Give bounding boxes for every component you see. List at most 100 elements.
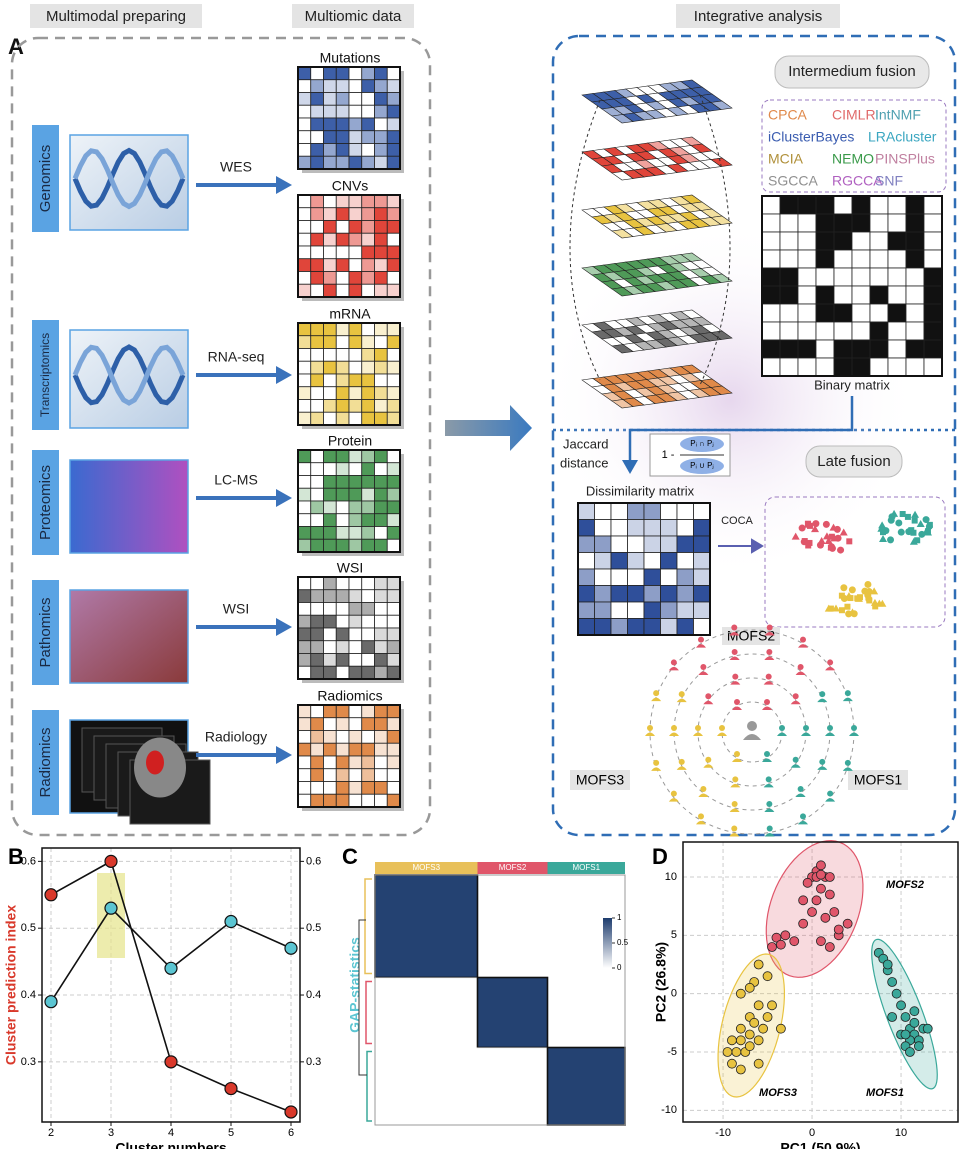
matrix-cell [323, 104, 337, 119]
dendrogram [366, 1050, 372, 1122]
matrix-cell [386, 245, 401, 260]
matrix-cell [676, 618, 694, 636]
matrix-cell [361, 220, 375, 234]
group-label: MOFS1 [866, 1087, 904, 1099]
matrix-cell [348, 117, 363, 132]
matrix-cell [833, 267, 853, 287]
matrix-cell [887, 213, 907, 233]
matrix-cell [310, 730, 324, 744]
point [758, 1023, 768, 1034]
matrix-cell [386, 79, 401, 93]
matrix-cell [610, 585, 628, 603]
matrix-cell [386, 283, 401, 298]
matrix-cell [905, 303, 925, 323]
matrix-cell [643, 568, 661, 586]
matrix-cell [323, 704, 337, 719]
matrix-label: Binary matrix [814, 377, 890, 392]
group-tag [848, 770, 908, 790]
matrix-cell [297, 258, 312, 272]
cluster-point [909, 537, 918, 545]
layer-cell [710, 100, 733, 110]
person-head [670, 790, 677, 797]
matrix-cell [869, 249, 889, 269]
algorithm-name: LRAcluster [868, 129, 937, 145]
connector [628, 396, 854, 462]
cluster-point [878, 521, 887, 529]
cluster-point [839, 528, 848, 536]
x-tick-label: 6 [288, 1127, 294, 1139]
matrix-cell [676, 568, 694, 586]
matrix-cell [374, 793, 388, 808]
person-body [764, 632, 775, 636]
matrix-cell [297, 92, 312, 106]
matrix-cell [374, 781, 388, 795]
person-head [827, 659, 834, 666]
cell [477, 1047, 548, 1125]
matrix-cell [348, 475, 363, 489]
matrix-cell [374, 232, 388, 247]
matrix-cell [348, 781, 363, 795]
person-head [766, 801, 773, 808]
cluster-point [904, 513, 911, 520]
point [909, 1017, 920, 1028]
cluster-point [887, 516, 895, 524]
matrix-cell [297, 602, 312, 616]
matrix-cell [297, 399, 312, 413]
algorithm-box [761, 99, 947, 193]
matrix-cell [887, 285, 907, 305]
matrix-cell [323, 220, 337, 234]
matrix-cell [594, 601, 612, 619]
matrix-cell [386, 399, 401, 413]
matrix-cell [923, 321, 943, 341]
matrix-cell [577, 568, 595, 586]
matrix-cell [887, 231, 907, 251]
matrix-cell [348, 768, 363, 782]
distance-label: Jaccard [563, 436, 609, 451]
network-ring [697, 677, 807, 787]
matrix-cell [627, 601, 645, 619]
matrix-cell [374, 730, 388, 744]
matrix-cell [361, 92, 375, 106]
matrix-cell [923, 339, 943, 359]
matrix-cell [361, 730, 375, 744]
matrix-cell [323, 232, 337, 247]
cluster-point [856, 594, 863, 601]
matrix-cell [310, 194, 324, 209]
matrix-cell [348, 283, 363, 298]
person-body [762, 706, 772, 711]
person-body [703, 764, 714, 768]
matrix-cell [310, 526, 324, 540]
cluster-point [848, 586, 856, 594]
matrix-cell [335, 730, 350, 744]
matrix-cell [335, 538, 350, 553]
matrix-cell [348, 538, 363, 553]
point [900, 1029, 911, 1040]
person-head [653, 759, 660, 766]
point [762, 971, 773, 982]
person-body [651, 697, 662, 702]
point [753, 1000, 764, 1011]
cluster-point [877, 524, 886, 532]
matrix-cell [610, 552, 628, 570]
matrix-cell [361, 462, 375, 476]
matrix-cell [323, 500, 337, 515]
group-label: MOFS1 [854, 772, 902, 788]
dendrogram [364, 878, 372, 975]
matrix-cell [297, 117, 312, 132]
matrix-cell [361, 194, 375, 209]
person-head [765, 776, 772, 783]
pill-title: Intermedium fusion [788, 63, 916, 80]
matrix-cell [833, 357, 853, 377]
highlight [97, 873, 125, 958]
matrix-cell [851, 249, 871, 269]
cluster-point [804, 520, 811, 527]
matrix-cell [361, 143, 375, 157]
matrix-cell [335, 602, 350, 616]
matrix-cell [386, 348, 401, 362]
matrix-cell [594, 585, 612, 603]
method-label: COCA [721, 515, 753, 527]
modality-label: Radiomics [37, 727, 54, 797]
y2-tick-label: 0.3 [306, 1056, 321, 1068]
cluster-point [861, 587, 869, 595]
